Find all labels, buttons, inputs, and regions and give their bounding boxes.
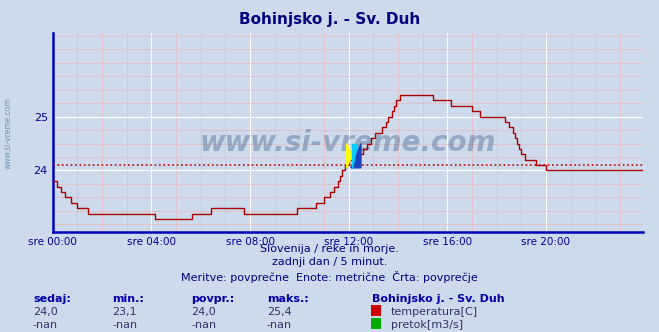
Text: 25,4: 25,4 bbox=[267, 307, 292, 317]
Text: 24,0: 24,0 bbox=[33, 307, 58, 317]
Text: Slovenija / reke in morje.: Slovenija / reke in morje. bbox=[260, 244, 399, 254]
Polygon shape bbox=[352, 143, 357, 168]
Text: Bohinjsko j. - Sv. Duh: Bohinjsko j. - Sv. Duh bbox=[372, 294, 505, 304]
Polygon shape bbox=[351, 143, 361, 168]
Text: Meritve: povprečne  Enote: metrične  Črta: povprečje: Meritve: povprečne Enote: metrične Črta:… bbox=[181, 271, 478, 283]
Text: maks.:: maks.: bbox=[267, 294, 308, 304]
Text: temperatura[C]: temperatura[C] bbox=[391, 307, 478, 317]
Text: -nan: -nan bbox=[112, 320, 137, 330]
Text: povpr.:: povpr.: bbox=[191, 294, 235, 304]
Text: 24,0: 24,0 bbox=[191, 307, 216, 317]
Text: -nan: -nan bbox=[33, 320, 58, 330]
Text: zadnji dan / 5 minut.: zadnji dan / 5 minut. bbox=[272, 257, 387, 267]
Polygon shape bbox=[347, 143, 353, 168]
Text: -nan: -nan bbox=[267, 320, 292, 330]
Text: min.:: min.: bbox=[112, 294, 144, 304]
Text: www.si-vreme.com: www.si-vreme.com bbox=[200, 129, 496, 157]
Text: pretok[m3/s]: pretok[m3/s] bbox=[391, 320, 463, 330]
Text: -nan: -nan bbox=[191, 320, 216, 330]
Text: www.si-vreme.com: www.si-vreme.com bbox=[4, 97, 13, 169]
Text: sedaj:: sedaj: bbox=[33, 294, 71, 304]
Text: Bohinjsko j. - Sv. Duh: Bohinjsko j. - Sv. Duh bbox=[239, 12, 420, 27]
Text: 23,1: 23,1 bbox=[112, 307, 136, 317]
